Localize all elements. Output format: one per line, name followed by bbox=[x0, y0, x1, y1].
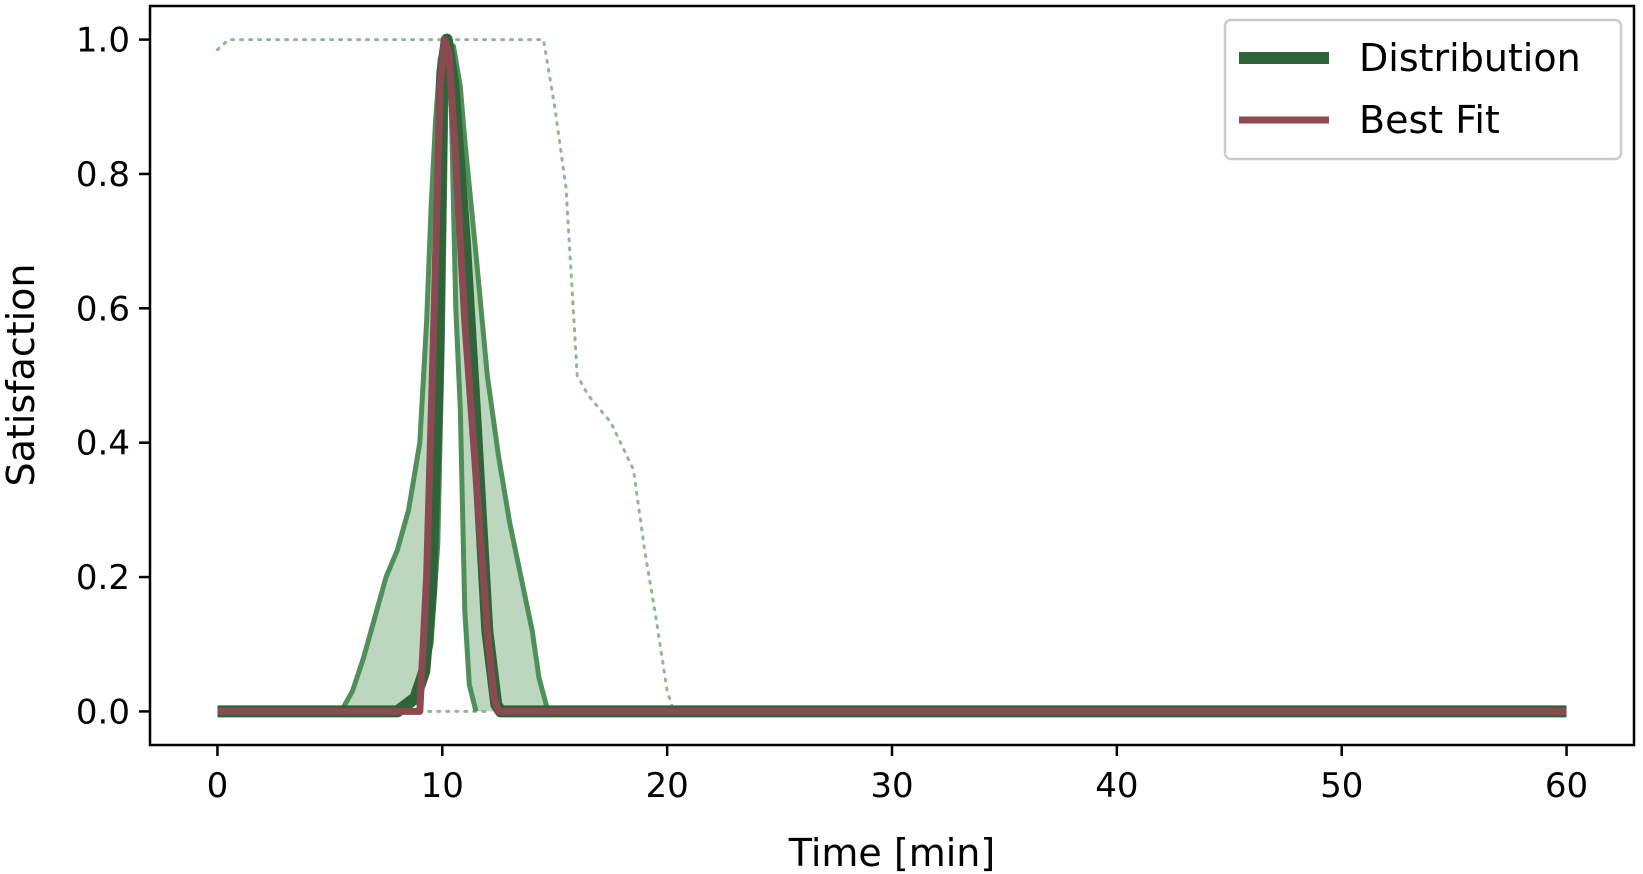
y-tick-label: 0.6 bbox=[76, 289, 130, 329]
distribution-band-fill bbox=[341, 39, 548, 712]
legend-label: Best Fit bbox=[1359, 98, 1500, 142]
y-tick-label: 0.2 bbox=[76, 558, 130, 598]
x-tick-label: 60 bbox=[1545, 766, 1588, 806]
best-fit-line bbox=[217, 36, 1567, 715]
x-tick-label: 30 bbox=[870, 766, 913, 806]
legend-label: Distribution bbox=[1359, 36, 1581, 80]
legend: Distribution Best Fit bbox=[1223, 18, 1623, 161]
dotted-upper-bound-line bbox=[216, 38, 676, 713]
x-axis-label: Time [min] bbox=[788, 831, 995, 874]
y-tick-label: 1.0 bbox=[76, 21, 130, 61]
x-tick-label: 10 bbox=[421, 766, 464, 806]
x-tick-label: 0 bbox=[207, 766, 229, 806]
y-axis-label: Satisfaction bbox=[0, 263, 43, 486]
x-tick-label: 40 bbox=[1095, 766, 1138, 806]
y-tick-label: 0.8 bbox=[76, 155, 130, 195]
x-tick-label: 20 bbox=[646, 766, 689, 806]
y-tick-label: 0.4 bbox=[76, 424, 130, 464]
x-tick-label: 50 bbox=[1320, 766, 1363, 806]
y-tick-label: 0.0 bbox=[76, 692, 130, 732]
